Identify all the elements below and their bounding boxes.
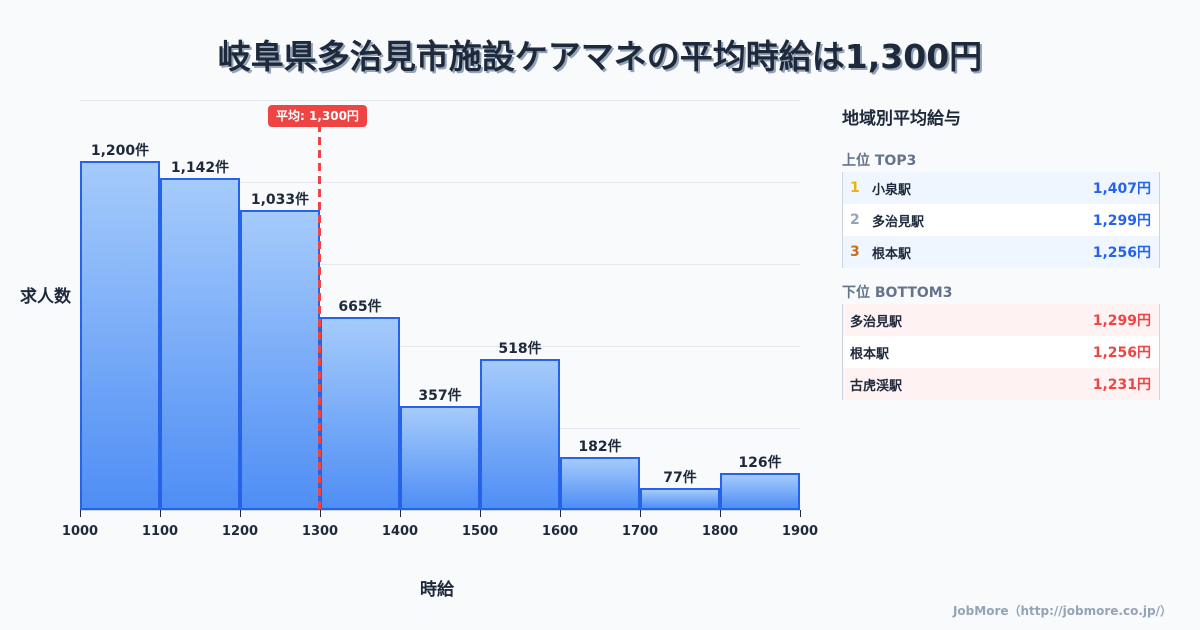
histogram-bar [240, 210, 320, 510]
salary-value: 1,256円 [1092, 345, 1151, 361]
histogram-bar [560, 457, 640, 510]
gridline [80, 182, 800, 183]
rank-number: 2 [850, 212, 860, 228]
bar-value-label: 126件 [738, 455, 782, 471]
station-name: 多治見駅 [872, 214, 925, 230]
page-title: 岐阜県多治見市施設ケアマネの平均時給は1,300円 [217, 37, 983, 76]
top3-list: 1 小泉駅 1,407円 2 多治見駅 1,299円 3 根本駅 1,256円 [842, 172, 1160, 268]
histogram-bar [400, 406, 480, 510]
regional-salary-panel: 地域別平均給与 上位 TOP3 1 小泉駅 1,407円 2 多治見駅 1,29… [842, 104, 1162, 400]
x-tick [80, 510, 81, 517]
x-tick-label: 1500 [461, 524, 499, 539]
salary-value: 1,256円 [1092, 245, 1151, 261]
x-tick [720, 510, 721, 517]
list-item: 多治見駅 1,299円 [843, 304, 1159, 336]
x-axis-line [80, 510, 800, 511]
bar-value-label: 1,033件 [250, 192, 310, 208]
y-axis-label: 求人数 [20, 287, 71, 307]
bar-value-label: 182件 [578, 439, 622, 455]
bar-value-label: 518件 [498, 341, 542, 357]
x-tick-label: 1600 [541, 524, 579, 539]
salary-value: 1,407円 [1092, 181, 1151, 197]
station-name: 小泉駅 [872, 182, 912, 198]
histogram-chart: 1,200件 1,142件 1,033件 665件 357件 518件 182件 77件 126… [20, 100, 818, 600]
histogram-bar [160, 178, 240, 510]
x-tick-label: 1000 [61, 524, 99, 539]
list-item: 古虎渓駅 1,231円 [843, 368, 1159, 400]
top3-title: 上位 TOP3 [842, 153, 917, 169]
x-tick-label: 1700 [621, 524, 659, 539]
rank-number: 3 [850, 244, 860, 260]
x-tick-label: 1300 [301, 524, 339, 539]
salary-value: 1,231円 [1092, 377, 1151, 393]
salary-value: 1,299円 [1092, 213, 1151, 229]
x-tick-label: 1100 [141, 524, 179, 539]
list-item: 根本駅 1,256円 [843, 336, 1159, 368]
average-line [318, 124, 321, 511]
gridline [80, 100, 800, 101]
gridline [80, 346, 800, 347]
histogram-bar [640, 488, 720, 510]
station-name: 古虎渓駅 [850, 378, 903, 394]
bar-value-label: 77件 [663, 470, 697, 486]
list-item: 3 根本駅 1,256円 [843, 236, 1159, 268]
bar-value-label: 1,200件 [90, 143, 150, 159]
panel-title: 地域別平均給与 [842, 109, 961, 129]
station-name: 多治見駅 [850, 314, 903, 330]
x-tick [560, 510, 561, 517]
x-tick [400, 510, 401, 517]
x-tick [240, 510, 241, 517]
bar-value-label: 357件 [418, 388, 462, 404]
histogram-bar [480, 359, 560, 510]
x-tick [800, 510, 801, 517]
x-tick-label: 1400 [381, 524, 419, 539]
bottom3-list: 多治見駅 1,299円 根本駅 1,256円 古虎渓駅 1,231円 [842, 304, 1160, 400]
x-axis-label: 時給 [420, 580, 454, 600]
salary-value: 1,299円 [1092, 313, 1151, 329]
bar-value-label: 1,142件 [170, 160, 230, 176]
x-tick-label: 1900 [781, 524, 819, 539]
x-tick [480, 510, 481, 517]
rank-number: 1 [850, 180, 860, 196]
gridline [80, 264, 800, 265]
histogram-bar [720, 473, 800, 510]
station-name: 根本駅 [850, 346, 890, 362]
list-item: 2 多治見駅 1,299円 [843, 204, 1159, 236]
x-tick [160, 510, 161, 517]
histogram-bar [320, 317, 400, 510]
x-tick [320, 510, 321, 517]
histogram-bar [80, 161, 160, 510]
x-tick-label: 1800 [701, 524, 739, 539]
station-name: 根本駅 [872, 246, 912, 262]
list-item: 1 小泉駅 1,407円 [843, 172, 1159, 204]
x-tick [640, 510, 641, 517]
bar-value-label: 665件 [338, 299, 382, 315]
footer-credit: JobMore（http://jobmore.co.jp/） [952, 604, 1172, 618]
average-badge: 平均: 1,300円 [268, 105, 367, 127]
bottom3-title: 下位 BOTTOM3 [842, 285, 953, 301]
x-tick-label: 1200 [221, 524, 259, 539]
